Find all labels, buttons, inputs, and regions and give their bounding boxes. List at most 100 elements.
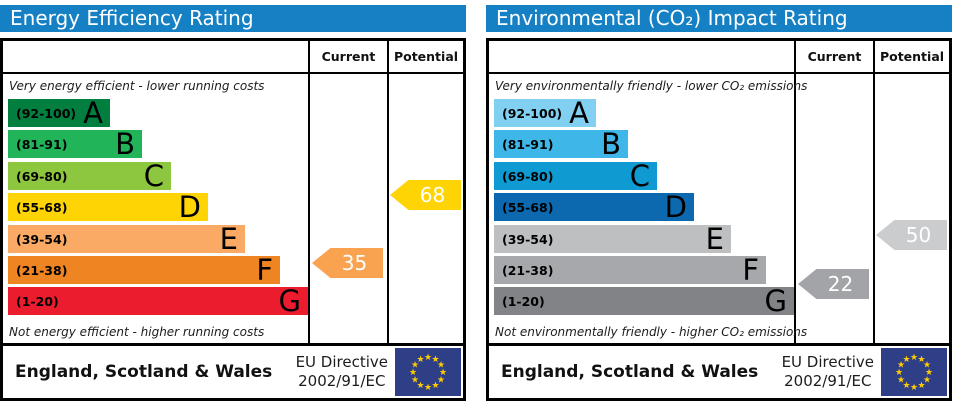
energy-efficiency-panel: Energy Efficiency Rating Current Potenti… [0, 5, 466, 401]
svg-text:★: ★ [411, 376, 419, 386]
rating-table: Current Potential Very energy efficient … [0, 38, 466, 401]
band-letter: F [742, 253, 759, 287]
svg-text:★: ★ [424, 353, 432, 363]
band-letter: D [664, 190, 687, 224]
band-range: (92-100) [502, 105, 563, 121]
current-rating-arrow: 22 [798, 269, 869, 299]
band-letter: C [143, 159, 164, 193]
potential-rating-arrow: 68 [390, 180, 461, 210]
current-rating-value: 35 [341, 251, 368, 275]
band-range: (1-20) [16, 293, 59, 309]
header-divider-line [3, 72, 463, 74]
svg-text:★: ★ [910, 383, 918, 393]
band-range: (81-91) [16, 136, 68, 152]
band-g: (1-20) G [8, 284, 308, 318]
eu-directive-label: EU Directive 2002/91/EC [295, 353, 388, 390]
eu-flag-icon: ★ ★★ ★★★ ★★★ ★★★ [395, 348, 461, 396]
band-b: (81-91) B [494, 127, 628, 161]
region-label: England, Scotland & Wales [15, 362, 273, 382]
band-d: (55-68) D [494, 190, 694, 224]
potential-column-header: Potential [393, 49, 459, 64]
current-column-divider [308, 41, 310, 343]
svg-text:★: ★ [895, 368, 903, 378]
svg-text:★: ★ [902, 381, 910, 391]
current-column-divider [794, 41, 796, 343]
band-b: (81-91) B [8, 130, 142, 159]
band-range: (1-20) [502, 293, 545, 309]
svg-text:★: ★ [897, 376, 905, 386]
band-range: (69-80) [16, 168, 68, 184]
svg-text:★: ★ [439, 368, 447, 378]
band-c: (69-80) C [494, 159, 657, 193]
panel-title: Environmental (CO₂) Impact Rating [486, 5, 952, 32]
band-c: (69-80) C [8, 159, 171, 193]
svg-text:★: ★ [917, 381, 925, 391]
band-letter: E [219, 222, 238, 256]
svg-text:★: ★ [917, 355, 925, 365]
panel-title: Energy Efficiency Rating [0, 5, 466, 32]
band-d: (55-68) D [8, 190, 208, 224]
band-range: (69-80) [502, 168, 554, 184]
svg-text:★: ★ [409, 368, 417, 378]
band-letter: G [278, 284, 301, 318]
svg-text:★: ★ [424, 383, 432, 393]
svg-text:★: ★ [902, 355, 910, 365]
band-range: (21-38) [16, 262, 68, 278]
top-caption: Very energy efficient - lower running co… [9, 79, 265, 93]
band-e: (39-54) E [494, 222, 731, 256]
potential-rating-value: 50 [905, 223, 932, 247]
potential-column-divider [873, 41, 875, 343]
bottom-caption: Not environmentally friendly - higher CO… [495, 325, 808, 339]
potential-rating-arrow: 50 [876, 220, 947, 250]
current-rating-arrow: 35 [312, 248, 383, 278]
band-letter: C [629, 159, 650, 193]
svg-text:★: ★ [910, 353, 918, 363]
current-rating-value: 22 [827, 272, 854, 296]
eu-directive-label: EU Directive 2002/91/EC [781, 353, 874, 390]
band-letter: G [764, 284, 787, 318]
svg-text:★: ★ [416, 381, 424, 391]
band-a: (92-100) A [8, 96, 110, 130]
svg-text:★: ★ [897, 361, 905, 371]
svg-text:★: ★ [925, 368, 933, 378]
table-footer: England, Scotland & Wales EU Directive 2… [489, 343, 949, 398]
svg-text:★: ★ [416, 355, 424, 365]
rating-table: Current Potential Very environmentally f… [486, 38, 952, 401]
svg-text:★: ★ [437, 361, 445, 371]
potential-column-divider [387, 41, 389, 343]
band-letter: E [705, 222, 724, 256]
band-letter: A [569, 96, 589, 130]
band-e: (39-54) E [8, 222, 245, 256]
table-footer: England, Scotland & Wales EU Directive 2… [3, 343, 463, 398]
svg-text:★: ★ [431, 381, 439, 391]
band-f: (21-38) F [8, 253, 280, 287]
current-column-header: Current [321, 49, 376, 64]
bottom-caption: Not energy efficient - higher running co… [9, 325, 265, 339]
potential-rating-value: 68 [419, 183, 446, 207]
band-range: (55-68) [16, 199, 68, 215]
svg-text:★: ★ [437, 376, 445, 386]
header-divider-line [489, 72, 949, 74]
band-letter: F [256, 253, 273, 287]
band-letter: B [601, 127, 621, 161]
svg-text:★: ★ [923, 361, 931, 371]
region-label: England, Scotland & Wales [501, 362, 759, 382]
band-a: (92-100) A [494, 96, 596, 130]
co2-impact-panel: Environmental (CO₂) Impact Rating Curren… [486, 5, 952, 401]
band-f: (21-38) F [494, 253, 766, 287]
band-range: (92-100) [16, 105, 77, 121]
band-range: (39-54) [502, 231, 554, 247]
band-g: (1-20) G [494, 284, 794, 318]
svg-text:★: ★ [411, 361, 419, 371]
svg-text:★: ★ [923, 376, 931, 386]
band-range: (81-91) [502, 136, 554, 152]
current-column-header: Current [807, 49, 862, 64]
band-range: (39-54) [16, 231, 68, 247]
band-letter: A [83, 96, 103, 130]
potential-column-header: Potential [879, 49, 945, 64]
top-caption: Very environmentally friendly - lower CO… [495, 79, 808, 93]
band-range: (21-38) [502, 262, 554, 278]
band-letter: D [178, 190, 201, 224]
eu-flag-icon: ★ ★★ ★★★ ★★★ ★★★ [881, 348, 947, 396]
